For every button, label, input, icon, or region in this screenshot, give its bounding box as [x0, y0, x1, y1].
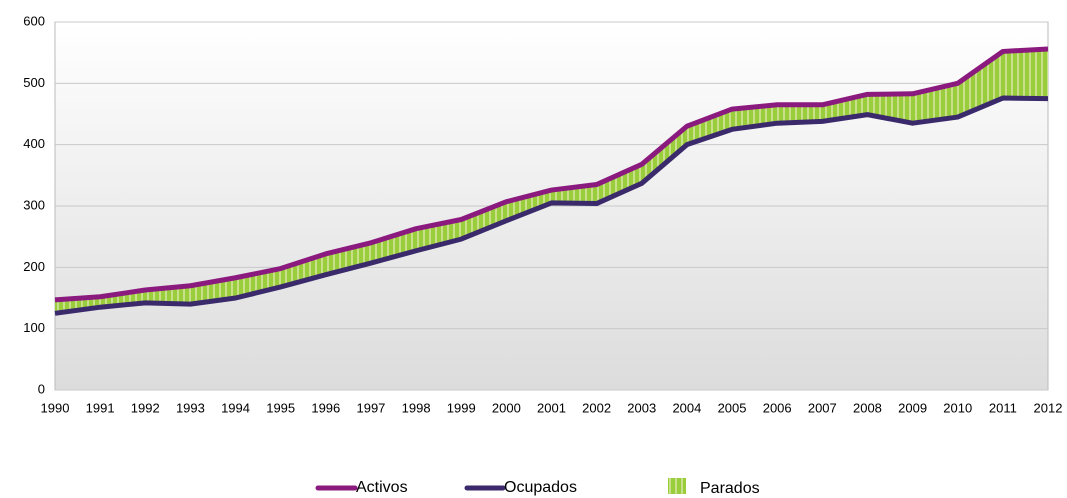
- x-tick-label: 2008: [853, 400, 882, 415]
- x-tick-label: 2002: [582, 400, 611, 415]
- legend-label: Ocupados: [504, 479, 577, 496]
- x-tick-label: 1998: [402, 400, 431, 415]
- x-tick-label: 1990: [41, 400, 70, 415]
- legend-label: Parados: [700, 480, 760, 497]
- x-tick-label: 2000: [492, 400, 521, 415]
- x-tick-label: 1997: [356, 400, 385, 415]
- x-tick-label: 2004: [672, 400, 701, 415]
- x-tick-label: 2010: [943, 400, 972, 415]
- line: [54, 95, 1049, 316]
- y-tick-label: 600: [23, 13, 45, 28]
- y-tick-label: 500: [23, 75, 45, 90]
- x-tick-label: 2003: [627, 400, 656, 415]
- y-tick-label: 200: [23, 259, 45, 274]
- x-tick-label: 1993: [176, 400, 205, 415]
- line: [54, 46, 1049, 303]
- x-tick-label: 2006: [763, 400, 792, 415]
- y-tick-label: 300: [23, 197, 45, 212]
- x-tick-label: 2012: [1034, 400, 1063, 415]
- x-tick-label: 1994: [221, 400, 250, 415]
- y-tick-label: 100: [23, 320, 45, 335]
- x-tick-label: 1991: [86, 400, 115, 415]
- x-tick-label: 2001: [537, 400, 566, 415]
- y-tick-label: 0: [38, 381, 45, 396]
- x-tick-label: 2005: [718, 400, 747, 415]
- x-tick-label: 1999: [447, 400, 476, 415]
- x-tick-label: 2009: [898, 400, 927, 415]
- x-tick-label: 1995: [266, 400, 295, 415]
- x-tick-label: 2007: [808, 400, 837, 415]
- y-tick-label: 400: [23, 136, 45, 151]
- x-tick-label: 1992: [131, 400, 160, 415]
- legend-swatch: [668, 478, 686, 494]
- legend-label: Activos: [356, 479, 408, 496]
- x-tick-label: 1996: [311, 400, 340, 415]
- x-tick-label: 2011: [989, 400, 1017, 415]
- parados-area: [55, 48, 1048, 314]
